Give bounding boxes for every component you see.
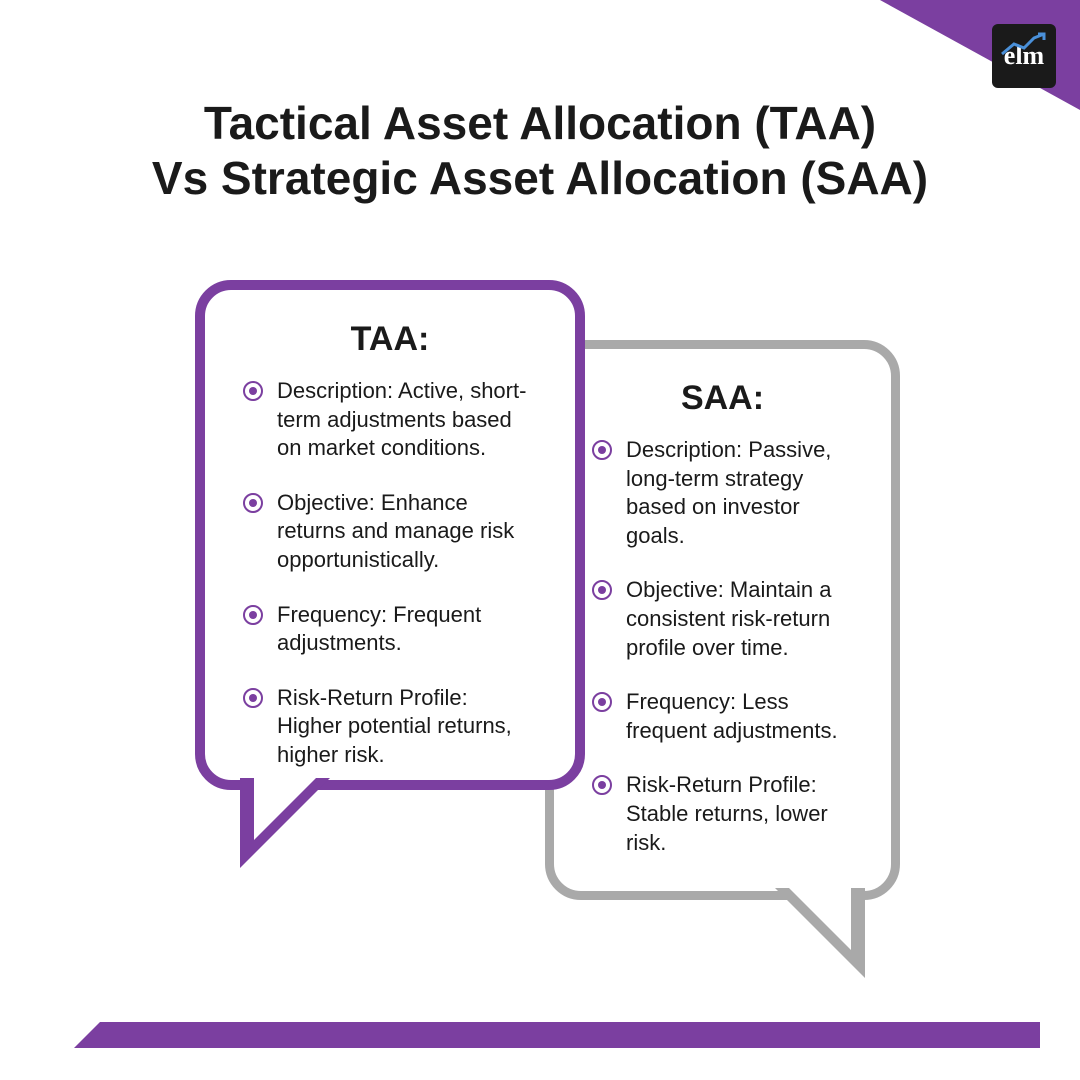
point-text: Frequency: Less frequent adjustments. xyxy=(626,689,838,743)
list-item: Risk-Return Profile: Stable returns, low… xyxy=(592,771,853,857)
page-title: Tactical Asset Allocation (TAA) Vs Strat… xyxy=(0,96,1080,206)
bullet-icon xyxy=(592,775,612,795)
bullet-icon xyxy=(592,440,612,460)
saa-title: SAA: xyxy=(592,379,853,418)
saa-tail-inner xyxy=(789,888,851,950)
title-line-1: Tactical Asset Allocation (TAA) xyxy=(0,96,1080,151)
bottom-bar xyxy=(100,1022,1040,1048)
list-item: Objective: Enhance returns and manage ri… xyxy=(243,489,537,575)
point-text: Objective: Enhance returns and manage ri… xyxy=(277,490,514,572)
saa-bubble: SAA: Description: Passive, long-term str… xyxy=(545,340,900,900)
bullet-icon xyxy=(243,381,263,401)
list-item: Objective: Maintain a consistent risk-re… xyxy=(592,576,853,662)
point-text: Risk-Return Profile: Higher potential re… xyxy=(277,685,512,767)
taa-title: TAA: xyxy=(243,320,537,359)
point-text: Description: Active, short-term adjustme… xyxy=(277,378,526,460)
brand-logo: elm xyxy=(992,24,1056,88)
logo-chart-icon xyxy=(1000,32,1048,56)
point-text: Frequency: Frequent adjustments. xyxy=(277,602,481,656)
taa-points: Description: Active, short-term adjustme… xyxy=(243,377,537,770)
list-item: Description: Active, short-term adjustme… xyxy=(243,377,537,463)
list-item: Frequency: Frequent adjustments. xyxy=(243,601,537,658)
title-line-2: Vs Strategic Asset Allocation (SAA) xyxy=(0,151,1080,206)
bullet-icon xyxy=(243,605,263,625)
point-text: Risk-Return Profile: Stable returns, low… xyxy=(626,772,828,854)
list-item: Frequency: Less frequent adjustments. xyxy=(592,688,853,745)
bullet-icon xyxy=(592,580,612,600)
point-text: Objective: Maintain a consistent risk-re… xyxy=(626,577,831,659)
taa-bubble: TAA: Description: Active, short-term adj… xyxy=(195,280,585,790)
list-item: Description: Passive, long-term strategy… xyxy=(592,436,853,550)
saa-points: Description: Passive, long-term strategy… xyxy=(592,436,853,857)
taa-tail-inner xyxy=(254,778,316,840)
point-text: Description: Passive, long-term strategy… xyxy=(626,437,831,548)
bullet-icon xyxy=(592,692,612,712)
bullet-icon xyxy=(243,688,263,708)
bullet-icon xyxy=(243,493,263,513)
list-item: Risk-Return Profile: Higher potential re… xyxy=(243,684,537,770)
